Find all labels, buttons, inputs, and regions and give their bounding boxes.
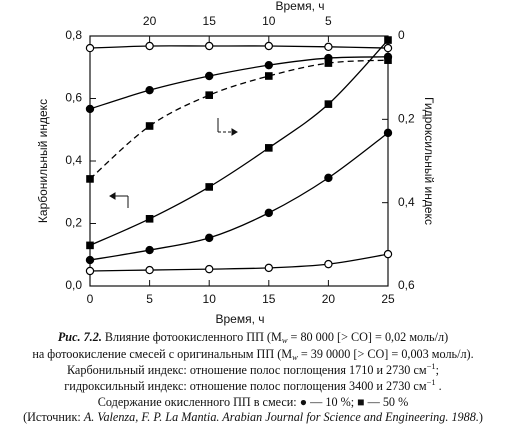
- point: [86, 241, 94, 250]
- caption-line: Карбонильный индекс: отношение полос пог…: [67, 361, 439, 377]
- plot-frame: [89, 35, 389, 287]
- point: [384, 36, 392, 44]
- caption-text: ;: [436, 363, 439, 377]
- x-axis-label: Время, ч: [215, 312, 264, 326]
- series-line: [89, 39, 389, 246]
- series-line: [89, 45, 389, 49]
- caption-text: A. Valenza, F. P. La Mantia. Arabian Jou…: [83, 410, 479, 424]
- y-tick-label: 0,0: [65, 278, 82, 292]
- arrow-head: [109, 192, 116, 200]
- x2-axis-label: Время, ч: [275, 0, 324, 13]
- y-axis-label: Карбонильный индекс: [36, 99, 50, 223]
- point: [204, 71, 214, 81]
- caption-line: Рис. 7.2. Влияние фотоокисленного ПП (Mw…: [58, 330, 448, 345]
- x-tick-label: 20: [322, 292, 336, 306]
- y-tick-label: 0,4: [65, 153, 82, 167]
- y2-axis-label: Гидроксильный индекс: [422, 97, 436, 225]
- caption-text: = 80 000 [> CO] = 0,02 моль/л): [287, 330, 448, 344]
- point: [265, 144, 273, 152]
- point: [204, 264, 214, 274]
- caption-line: Содержание окисленного ПП в смеси: ● — 1…: [98, 395, 408, 409]
- caption-text: Карбонильный индекс: отношение полос пог…: [67, 363, 427, 377]
- point: [86, 175, 94, 183]
- caption-text: w: [292, 352, 298, 362]
- point: [264, 263, 273, 273]
- x2-tick-label: 5: [325, 14, 332, 28]
- point: [383, 249, 393, 259]
- caption-text: гидроксильный индекс: отношение полос по…: [64, 379, 427, 393]
- point: [145, 85, 154, 95]
- series-line: [89, 253, 389, 272]
- x2-tick-label: 10: [262, 14, 276, 28]
- point: [324, 42, 333, 52]
- arrow-head: [231, 128, 238, 136]
- series-line: [89, 132, 389, 261]
- y2-tick-label: 0: [398, 28, 405, 42]
- point: [85, 104, 95, 114]
- caption-text: (Источник:: [23, 410, 84, 424]
- point: [384, 56, 392, 64]
- point: [85, 255, 95, 265]
- x-tick-label: 25: [381, 292, 395, 306]
- y2-tick-label: 0,4: [398, 195, 415, 209]
- y-tick-label: 0,2: [65, 216, 82, 230]
- point: [324, 100, 333, 108]
- point: [324, 173, 333, 183]
- caption-text: на фотоокисление смесей с оригинальным П…: [32, 347, 292, 361]
- caption-text: Рис. 7.2.: [58, 330, 102, 344]
- x-tick-label: 5: [146, 292, 153, 306]
- x2-tick-label: 15: [203, 14, 217, 28]
- point: [145, 41, 154, 51]
- caption-line: гидроксильный индекс: отношение полос по…: [64, 377, 441, 393]
- point: [145, 265, 154, 275]
- caption-text: w: [282, 335, 288, 345]
- point: [145, 245, 154, 255]
- caption-text: −1: [427, 377, 436, 387]
- caption-text: Влияние фотоокисленного ПП (M: [102, 330, 282, 344]
- caption-line: на фотоокисление смесей с оригинальным П…: [32, 347, 473, 362]
- point: [85, 43, 95, 53]
- y-tick-label: 0,6: [65, 91, 82, 105]
- point: [324, 59, 333, 67]
- point: [324, 259, 333, 269]
- point: [85, 266, 95, 276]
- y-tick-label: 0,8: [65, 28, 82, 42]
- y2-tick-label: 0,6: [398, 278, 415, 292]
- series-line: [89, 56, 389, 110]
- caption-text: .: [436, 379, 442, 393]
- x-tick-label: 10: [203, 292, 217, 306]
- point: [205, 183, 214, 191]
- caption-text: Содержание окисленного ПП в смеси: ● — 1…: [98, 395, 408, 409]
- x-tick-label: 0: [87, 292, 94, 306]
- point: [145, 122, 154, 130]
- point: [264, 41, 273, 51]
- caption-text: ): [479, 410, 483, 424]
- point: [204, 41, 214, 51]
- x2-tick-label: 20: [143, 14, 157, 28]
- point: [205, 91, 214, 99]
- point: [204, 233, 214, 243]
- caption-text: −1: [427, 361, 436, 371]
- y2-tick-label: 0,2: [398, 112, 415, 126]
- point: [383, 43, 393, 53]
- point: [264, 208, 273, 218]
- point: [265, 72, 273, 80]
- x-tick-label: 15: [262, 292, 276, 306]
- point: [264, 60, 273, 70]
- caption-line: (Источник: A. Valenza, F. P. La Mantia. …: [23, 410, 483, 424]
- point: [145, 215, 154, 223]
- point: [383, 128, 393, 138]
- axis-legend: [109, 118, 238, 208]
- series-line: [89, 59, 389, 180]
- caption-text: = 39 0000 [> CO] = 0,003 моль/л).: [298, 347, 474, 361]
